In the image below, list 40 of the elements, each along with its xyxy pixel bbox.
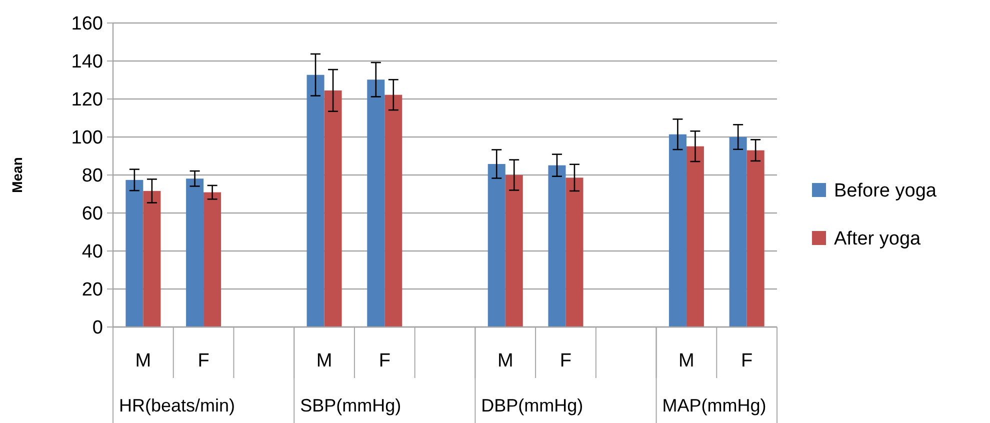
y-tick-label: 60: [82, 204, 103, 225]
y-tick-label: 20: [82, 280, 103, 301]
x-tick-label: M: [316, 350, 332, 372]
y-axis-title: Mean: [9, 157, 25, 193]
bar: [306, 74, 324, 327]
bar: [505, 175, 523, 327]
y-tick-label: 0: [92, 318, 103, 339]
y-tick-label: 120: [71, 90, 103, 111]
bar: [668, 134, 686, 327]
x-tick-label: F: [560, 350, 572, 372]
text: DBP(mmHg): [481, 395, 584, 416]
legend-label: Before yoga: [834, 180, 937, 202]
bar: [729, 137, 747, 327]
text: HR(beats/min): [119, 395, 236, 416]
text: MAP(mmHg): [662, 395, 766, 416]
bar: [488, 164, 506, 327]
x-tick-label: M: [497, 350, 514, 372]
y-tick-label: 100: [71, 128, 103, 149]
bar: [126, 180, 144, 327]
bar: [324, 90, 342, 327]
x-tick-label: F: [378, 350, 390, 372]
x-tick-label: F: [198, 350, 210, 372]
y-tick-label: 160: [71, 14, 103, 35]
text: SBP(mmHg): [300, 395, 402, 416]
y-tick-label: 80: [82, 166, 103, 187]
bar: [384, 94, 402, 327]
bar: [143, 190, 161, 327]
bar: [367, 80, 385, 327]
bar: [686, 146, 704, 327]
x-tick-label: F: [741, 350, 753, 372]
bar: [566, 178, 584, 327]
legend-label: After yoga: [834, 228, 922, 250]
y-tick-label: 140: [71, 52, 103, 73]
bar: [548, 165, 566, 327]
bar: [186, 178, 204, 327]
y-tick-label: 40: [82, 242, 103, 263]
bar: [204, 192, 222, 327]
bar: [746, 150, 764, 327]
x-tick-label: M: [135, 350, 152, 372]
x-tick-label: M: [678, 350, 694, 372]
